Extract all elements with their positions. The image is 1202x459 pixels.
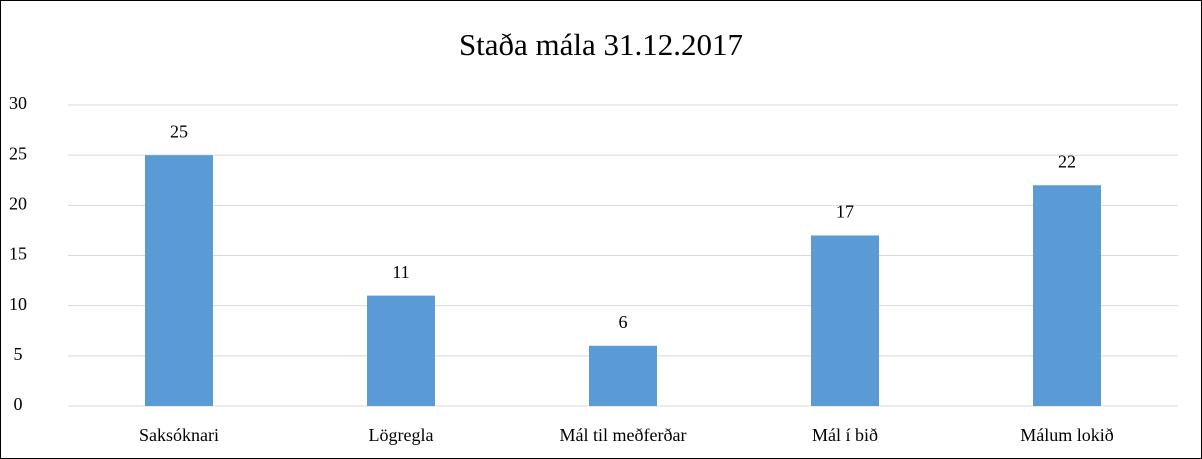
bar (811, 235, 879, 406)
data-label: 22 (1058, 151, 1076, 171)
bar (1033, 185, 1101, 406)
y-tick-label: 25 (9, 143, 27, 163)
x-tick-label: Saksóknari (139, 425, 219, 445)
x-tick-label: Mál í bið (812, 425, 878, 445)
x-tick-label: Málum lokið (1020, 425, 1114, 445)
data-label: 6 (619, 312, 628, 332)
x-tick-label: Mál til meðferðar (560, 425, 687, 445)
data-label: 17 (836, 202, 854, 222)
y-tick-label: 15 (9, 244, 27, 264)
y-tick-label: 30 (9, 93, 27, 113)
x-tick-label: Lögregla (369, 425, 434, 445)
data-label: 11 (392, 262, 409, 282)
y-tick-label: 5 (14, 344, 23, 364)
bar (589, 345, 657, 406)
data-label: 25 (170, 121, 188, 141)
y-tick-label: 10 (9, 294, 27, 314)
y-tick-label: 0 (14, 394, 23, 414)
bar (367, 295, 435, 406)
bar (145, 155, 213, 406)
y-tick-label: 20 (9, 193, 27, 213)
chart-title: Staða mála 31.12.2017 (459, 27, 743, 62)
